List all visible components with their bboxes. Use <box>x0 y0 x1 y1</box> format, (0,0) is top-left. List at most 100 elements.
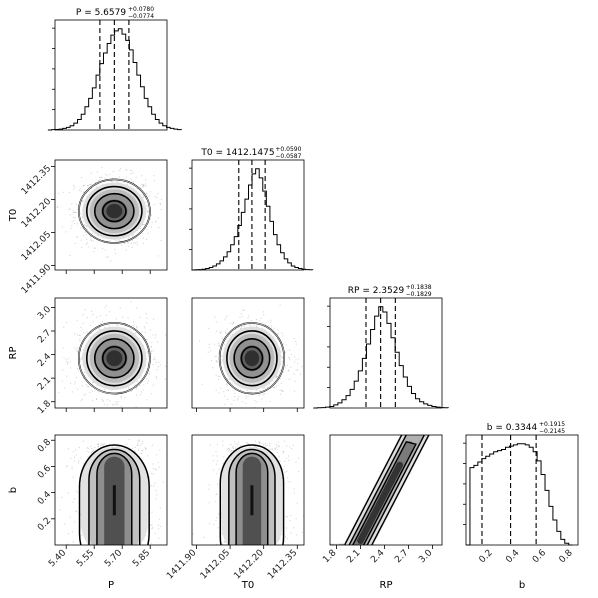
sample-point <box>297 369 299 371</box>
sample-point <box>140 394 142 396</box>
sample-point <box>100 444 102 446</box>
sample-point <box>290 480 292 483</box>
sample-point <box>82 221 84 223</box>
sample-point <box>261 442 263 444</box>
sample-point <box>66 363 69 365</box>
sample-point <box>131 246 133 249</box>
sample-point <box>82 463 85 465</box>
sample-point <box>93 449 95 451</box>
sample-point <box>95 236 97 238</box>
sample-point <box>155 377 157 380</box>
sample-point <box>159 364 161 366</box>
sample-point <box>105 173 107 175</box>
sample-point <box>85 243 87 245</box>
sample-point <box>215 355 217 357</box>
sample-point <box>133 242 135 244</box>
sample-point <box>105 304 107 307</box>
sample-point <box>103 443 106 445</box>
hist-panel-RP: RP = 2.3529 +0.1838−0.1829 <box>313 284 449 409</box>
sample-point <box>213 343 216 345</box>
sample-point <box>295 359 297 361</box>
sample-point <box>212 367 214 369</box>
hist-title-RP: RP = 2.3529 <box>348 286 405 296</box>
sample-point <box>150 226 152 228</box>
contour-line <box>96 452 133 545</box>
sample-point <box>117 401 119 403</box>
sample-point <box>228 448 231 451</box>
sample-point <box>233 399 235 401</box>
sample-point <box>428 425 429 426</box>
sample-point <box>151 527 153 530</box>
contour-highlight <box>78 179 151 244</box>
sample-point <box>66 375 68 377</box>
sample-point <box>79 338 81 340</box>
sample-point <box>223 456 225 458</box>
sample-point <box>69 214 72 216</box>
sample-point <box>135 237 137 239</box>
sample-point <box>222 444 224 446</box>
panel-frame <box>54 159 168 271</box>
sample-point <box>150 542 152 544</box>
sample-point <box>156 369 158 371</box>
sample-point <box>255 389 257 391</box>
sample-point <box>135 387 138 389</box>
sample-point <box>74 211 76 214</box>
sample-point <box>68 191 71 194</box>
sample-point <box>94 446 96 449</box>
sample-point <box>147 210 149 212</box>
sample-point <box>81 398 83 400</box>
sample-point <box>155 376 158 378</box>
sample-point <box>246 441 248 444</box>
sample-point <box>111 445 113 447</box>
sample-point <box>278 444 280 447</box>
sample-point <box>134 332 136 334</box>
sample-point <box>56 206 58 208</box>
sample-point <box>151 444 153 446</box>
density-level <box>106 350 123 367</box>
sample-point <box>116 324 118 326</box>
sample-point <box>132 181 135 183</box>
sample-point <box>145 313 147 315</box>
sample-point <box>137 440 139 442</box>
sample-point <box>154 532 156 535</box>
sample-point <box>102 399 104 401</box>
sample-point <box>86 317 88 319</box>
sample-point <box>149 329 152 331</box>
sample-point <box>226 448 228 450</box>
sample-point <box>82 185 84 187</box>
sample-point <box>262 444 265 446</box>
sample-point <box>115 401 117 403</box>
sample-point <box>147 455 149 457</box>
sample-point <box>72 476 74 478</box>
sample-point <box>214 355 216 358</box>
sample-point <box>158 466 161 468</box>
hist-panel-T0: T0 = 1412.1475 +0.0590−0.0587 <box>189 146 314 271</box>
sample-point <box>231 403 233 405</box>
sample-point <box>141 450 143 452</box>
sample-point <box>280 369 282 372</box>
sample-point <box>260 393 262 395</box>
sample-point <box>81 200 83 202</box>
sample-point <box>208 488 210 490</box>
sample-point <box>258 442 261 445</box>
sample-point <box>131 169 133 172</box>
sample-point <box>146 382 148 384</box>
sample-point <box>75 510 77 512</box>
sample-point <box>58 391 60 393</box>
sample-point <box>203 536 205 538</box>
sample-point <box>262 387 264 389</box>
sample-point <box>61 380 63 382</box>
scatter-panel-T0-vs-P <box>54 159 168 271</box>
sample-point <box>271 449 273 451</box>
scatter-panel-b-vs-P <box>54 434 168 546</box>
sample-point <box>156 494 158 496</box>
sample-point <box>286 364 288 366</box>
sample-point <box>254 399 256 401</box>
sample-point <box>215 501 217 503</box>
sample-point <box>137 444 139 446</box>
hist-title-minus-T0: −0.0587 <box>275 153 301 160</box>
sample-point <box>88 451 90 453</box>
sample-point <box>101 247 104 250</box>
sample-point <box>227 398 229 401</box>
sample-point <box>145 238 148 240</box>
